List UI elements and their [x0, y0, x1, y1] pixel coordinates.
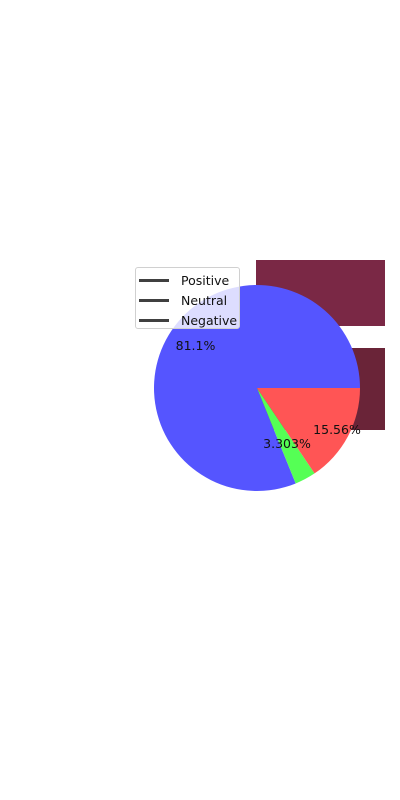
pie-slice-negative — [257, 388, 360, 474]
legend-line-icon — [139, 298, 169, 302]
legend-line-icon — [139, 278, 169, 282]
legend-label: Negative — [181, 312, 238, 328]
legend-item-positive: Positive — [139, 270, 239, 290]
pie-slices — [154, 284, 360, 491]
pie-slice-positive — [154, 284, 360, 491]
pie-value-label: 3.303% — [263, 436, 311, 451]
pie-value-label: 81.1% — [176, 338, 216, 353]
legend-label: Positive — [181, 272, 230, 288]
legend-item-neutral: Neutral — [139, 290, 239, 310]
pie-slice-neutral — [257, 388, 315, 484]
legend-label: Neutral — [181, 292, 228, 308]
legend-item-negative: Negative — [139, 310, 239, 330]
chart-legend: Positive Neutral Negative — [135, 267, 240, 329]
legend-line-icon — [139, 318, 169, 322]
pie-value-labels: 81.1% 3.303%15.56% — [176, 338, 361, 451]
pie-value-label: 15.56% — [313, 422, 361, 437]
